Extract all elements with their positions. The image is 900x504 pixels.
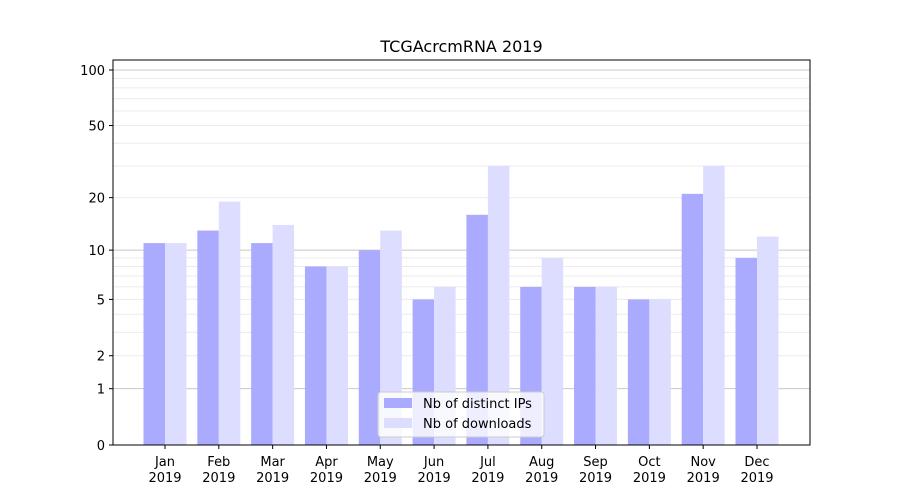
y-tick-label: 2	[97, 350, 105, 365]
y-tick-label: 1	[97, 383, 105, 398]
x-tick-label-year: 2019	[525, 471, 558, 486]
bar-distinct-ips	[466, 214, 488, 445]
x-tick-label-year: 2019	[633, 471, 666, 486]
x-tick-label-month: Jun	[423, 455, 444, 470]
y-tick-label: 5	[97, 293, 105, 308]
x-tick-label-year: 2019	[740, 471, 773, 486]
x-tick-label-month: May	[367, 455, 394, 470]
x-tick-label-month: Jul	[479, 455, 496, 470]
x-tick-label-month: Oct	[638, 455, 660, 470]
bar-distinct-ips	[358, 250, 381, 445]
legend-box	[377, 391, 545, 438]
bar-downloads	[165, 243, 187, 445]
bar-downloads	[272, 224, 295, 445]
bar-distinct-ips	[143, 243, 165, 445]
x-tick-label-year: 2019	[579, 471, 612, 486]
bar-distinct-ips	[251, 243, 273, 445]
x-tick-label-month: Aug	[529, 455, 554, 470]
x-tick-label-year: 2019	[256, 471, 289, 486]
x-tick-label-month: Sep	[583, 455, 608, 470]
bar-downloads	[541, 257, 564, 445]
bar-distinct-ips	[681, 193, 704, 445]
x-tick-label-year: 2019	[148, 471, 181, 486]
x-tick-label-year: 2019	[310, 471, 343, 486]
x-tick-label-year: 2019	[418, 471, 451, 486]
x-tick-label-year: 2019	[202, 471, 235, 486]
bar-downloads	[595, 286, 618, 445]
bar-distinct-ips	[627, 299, 650, 445]
chart-title: TCGAcrcmRNA 2019	[379, 37, 542, 56]
bar-distinct-ips	[735, 257, 757, 445]
y-tick-label: 100	[80, 64, 105, 79]
y-tick-label: 50	[88, 120, 105, 135]
bar-distinct-ips	[574, 286, 596, 445]
legend-swatch	[384, 418, 412, 428]
legend-label: Nb of downloads	[423, 417, 532, 432]
bar-downloads	[703, 165, 725, 445]
bar-downloads	[326, 266, 348, 445]
legend-label: Nb of distinct IPs	[423, 397, 532, 412]
y-tick-label: 10	[88, 244, 105, 259]
bar-downloads	[380, 230, 402, 445]
x-tick-label-month: Dec	[744, 455, 769, 470]
x-tick-label-year: 2019	[687, 471, 720, 486]
x-tick-label-year: 2019	[471, 471, 504, 486]
x-tick-label-month: Apr	[315, 455, 338, 470]
x-tick-label-month: Feb	[207, 455, 230, 470]
x-tick-label-month: Jan	[154, 455, 175, 470]
plot-frame	[112, 59, 811, 446]
y-tick-label: 20	[88, 192, 105, 207]
bar-downloads	[649, 299, 671, 445]
bar-distinct-ips	[197, 230, 219, 445]
x-tick-label-year: 2019	[364, 471, 397, 486]
y-tick-label: 0	[97, 439, 105, 454]
bar-downloads	[218, 201, 241, 445]
bar-downloads	[487, 165, 510, 445]
bar-downloads	[757, 236, 779, 445]
bar-distinct-ips	[304, 266, 327, 445]
x-tick-label-month: Mar	[260, 455, 285, 470]
legend-swatch	[384, 398, 412, 408]
x-tick-label-month: Nov	[690, 455, 716, 470]
